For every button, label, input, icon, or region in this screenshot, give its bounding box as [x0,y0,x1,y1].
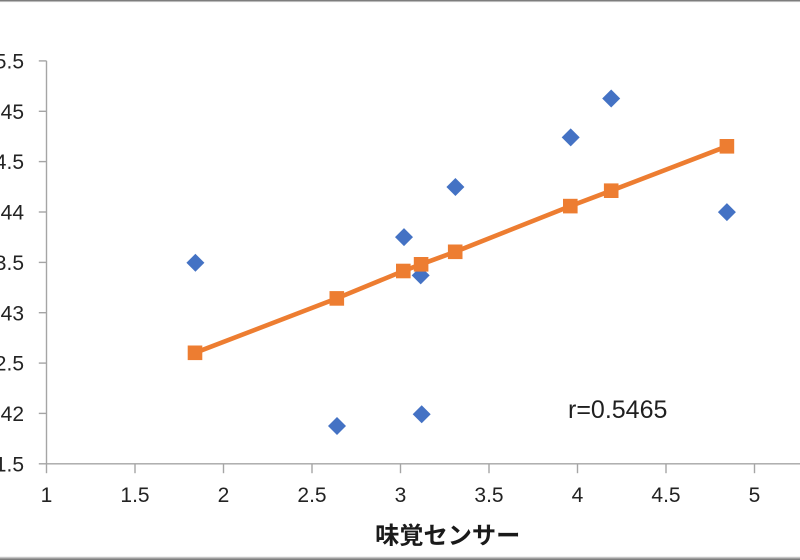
svg-text:44: 44 [1,202,25,225]
svg-text:42: 42 [1,403,24,426]
svg-text:44.5: 44.5 [0,151,24,174]
svg-text:42.5: 42.5 [0,353,24,376]
svg-text:4.5: 4.5 [651,484,680,507]
svg-text:43.5: 43.5 [0,252,24,275]
svg-text:45.5: 45.5 [0,51,24,74]
svg-text:2: 2 [218,484,230,507]
svg-text:41.5: 41.5 [0,453,24,476]
svg-text:1.5: 1.5 [120,484,149,507]
svg-text:3.5: 3.5 [474,484,503,507]
svg-text:3: 3 [395,484,407,507]
svg-text:2.5: 2.5 [297,484,326,507]
svg-text:4: 4 [572,484,584,507]
svg-text:45: 45 [1,101,24,124]
svg-text:r=0.5465: r=0.5465 [568,396,667,424]
svg-text:43: 43 [1,302,24,325]
svg-text:5: 5 [749,484,761,507]
svg-text:1: 1 [41,484,53,507]
